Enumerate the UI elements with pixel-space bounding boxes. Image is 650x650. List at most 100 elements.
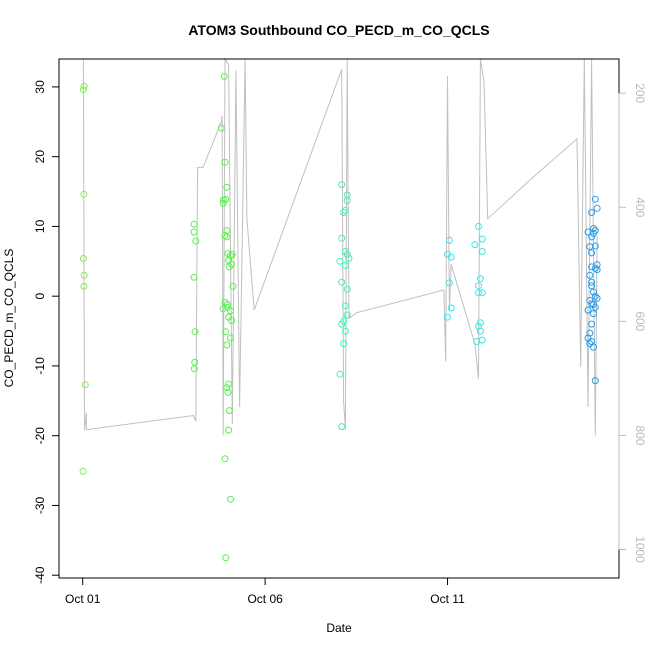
data-point <box>79 86 87 94</box>
data-point <box>475 282 482 290</box>
data-point <box>588 209 596 216</box>
data-point <box>586 329 594 337</box>
points-layer <box>79 72 601 562</box>
data-point <box>336 257 344 265</box>
axes-layer: Oct 01 Oct 06 Oct 11 -40 -30 -20 -10 0 10 20 30 200… <box>33 58 647 606</box>
data-point <box>80 271 88 279</box>
x-tick-label: Oct 11 <box>430 592 465 606</box>
data-point <box>190 228 198 236</box>
data-point <box>222 328 230 336</box>
chart-title: ATOM3 Southbound CO_PECD_m_CO_QCLS <box>188 22 489 38</box>
data-point <box>227 495 234 503</box>
data-point <box>80 282 88 290</box>
data-point <box>343 250 351 258</box>
data-point <box>588 249 596 257</box>
data-point <box>220 196 227 204</box>
data-point <box>588 263 596 271</box>
y-tick-label: 30 <box>33 80 47 94</box>
data-point <box>223 233 231 241</box>
data-point <box>590 310 597 318</box>
data-point <box>478 336 486 344</box>
data-point <box>227 307 234 315</box>
profile-line <box>82 57 598 436</box>
data-point <box>590 225 597 232</box>
data-point <box>471 241 479 249</box>
data-point <box>228 317 236 325</box>
data-point <box>588 320 596 328</box>
data-point <box>338 181 346 189</box>
data-point <box>221 232 229 239</box>
data-point <box>475 222 482 230</box>
data-point <box>191 328 199 336</box>
right-y-tick-label: 200 <box>633 83 647 103</box>
data-point <box>343 311 351 319</box>
y-tick-label: -20 <box>33 427 47 445</box>
data-point <box>80 82 88 90</box>
data-point <box>341 327 349 335</box>
y-tick-label: -40 <box>33 566 47 584</box>
data-point <box>223 384 231 392</box>
data-point <box>221 158 229 166</box>
data-point <box>341 302 349 310</box>
data-point <box>590 288 597 296</box>
y-tick-label: 20 <box>33 150 47 164</box>
data-point <box>593 204 601 212</box>
data-point <box>190 220 198 228</box>
data-point <box>338 423 346 431</box>
data-point <box>336 370 344 378</box>
data-point <box>476 319 484 327</box>
plot-frame <box>58 58 620 579</box>
data-point <box>191 358 199 366</box>
y-tick-label: -30 <box>33 496 47 514</box>
data-point <box>591 292 599 300</box>
data-point <box>338 320 346 328</box>
data-point <box>192 237 200 245</box>
data-point <box>338 278 346 286</box>
data-point <box>225 407 233 415</box>
data-point <box>223 341 231 349</box>
data-point <box>345 255 353 262</box>
data-point <box>586 296 594 304</box>
data-point <box>340 209 348 216</box>
data-point <box>223 183 231 191</box>
data-point <box>219 305 227 313</box>
data-point <box>444 313 451 321</box>
data-point <box>447 253 455 261</box>
right-y-tick-label: 600 <box>633 311 647 331</box>
data-point <box>478 248 486 255</box>
data-point <box>79 467 87 475</box>
data-point <box>584 306 592 314</box>
data-point <box>81 381 89 389</box>
data-point <box>222 554 230 562</box>
data-point <box>190 365 198 373</box>
data-point <box>588 282 596 290</box>
data-point <box>591 377 599 385</box>
data-point <box>341 262 349 269</box>
x-axis-label: Date <box>326 621 352 635</box>
data-point <box>343 285 351 293</box>
data-point <box>190 273 198 281</box>
profile-line-layer <box>82 57 598 436</box>
x-tick-label: Oct 01 <box>65 592 101 606</box>
data-point <box>591 227 599 235</box>
data-point <box>478 289 486 297</box>
data-point <box>593 266 601 274</box>
data-point <box>80 190 88 198</box>
data-point <box>593 294 601 302</box>
y-axis-label: CO_PECD_m_CO_QCLS <box>2 249 16 388</box>
data-point <box>343 197 351 205</box>
data-point <box>475 289 482 297</box>
data-point <box>445 236 453 244</box>
data-point <box>341 206 349 214</box>
data-point <box>478 235 486 243</box>
data-point <box>586 271 594 279</box>
data-point <box>591 264 599 272</box>
right-y-tick-label: 1000 <box>633 536 647 563</box>
data-point <box>590 301 597 308</box>
data-point <box>217 124 225 132</box>
right-y-tick-label: 800 <box>633 425 647 445</box>
right-y-tick-label: 400 <box>633 197 647 217</box>
y-tick-label: 0 <box>33 293 47 300</box>
